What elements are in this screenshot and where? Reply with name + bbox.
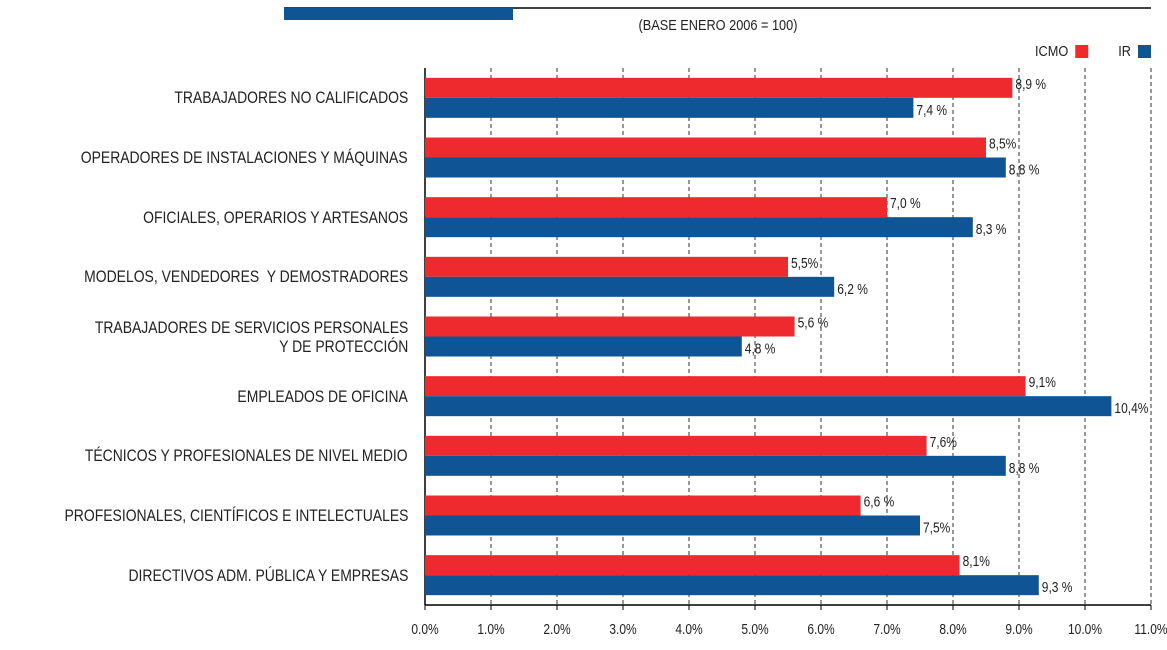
value-label: 8,3 % <box>976 221 1007 238</box>
x-tick-label: 11.0% <box>1134 621 1167 638</box>
legend-label: IR <box>1118 42 1131 59</box>
x-tick-label: 7.0% <box>873 621 900 638</box>
bar <box>425 276 835 297</box>
x-tick-label: 8.0% <box>939 621 966 638</box>
value-label: 7,5% <box>923 519 950 536</box>
bar <box>425 97 914 118</box>
value-label: 7,4 % <box>916 102 947 119</box>
y-tick-label: TRABAJADORES DE SERVICIOS PERSONALES Y D… <box>94 317 408 356</box>
value-label: 7,6% <box>930 434 957 451</box>
bar <box>425 376 1026 397</box>
value-label: 8,5% <box>989 135 1016 152</box>
x-tick-label: 1.0% <box>477 621 504 638</box>
bar <box>425 455 1006 476</box>
legend-swatch <box>1075 45 1089 58</box>
value-label: 5,5% <box>791 255 818 272</box>
value-label: 10,4% <box>1114 400 1148 417</box>
header-bar <box>284 8 513 20</box>
bar <box>425 157 1006 178</box>
bar <box>425 217 973 238</box>
y-tick-label: EMPLEADOS DE OFICINA <box>237 386 408 406</box>
x-tick-label: 6.0% <box>807 621 834 638</box>
bar <box>425 396 1112 417</box>
x-tick-label: 0.0% <box>411 621 438 638</box>
bar <box>425 316 795 337</box>
value-label: 8,1% <box>963 553 990 570</box>
y-tick-label: OPERADORES DE INSTALACIONES Y MÁQUINAS <box>81 148 408 167</box>
bar <box>425 435 927 456</box>
value-label: 9,3 % <box>1042 579 1073 596</box>
bar <box>425 256 788 277</box>
value-label: 8,8 % <box>1009 161 1040 178</box>
x-tick-label: 10.0% <box>1068 621 1102 638</box>
y-tick-label: TRABAJADORES NO CALIFICADOS <box>174 88 408 108</box>
bar <box>425 336 742 357</box>
x-tick-label: 2.0% <box>543 621 570 638</box>
bar <box>425 197 887 218</box>
y-tick-label: OFICIALES, OPERARIOS Y ARTESANOS <box>143 207 408 227</box>
bar <box>425 515 920 536</box>
x-tick-label: 3.0% <box>609 621 636 638</box>
bar <box>425 495 861 516</box>
y-tick-label: DIRECTIVOS ADM. PÚBLICA Y EMPRESAS <box>128 565 408 585</box>
x-tick-label: 5.0% <box>741 621 768 638</box>
subtitle: (BASE ENERO 2006 = 100) <box>639 16 798 33</box>
x-tick-label: 9.0% <box>1005 621 1032 638</box>
value-label: 8,8 % <box>1009 460 1040 477</box>
x-tick-label: 4.0% <box>675 621 702 638</box>
y-tick-label: PROFESIONALES, CIENTÍFICOS E INTELECTUAL… <box>64 506 408 525</box>
bar <box>425 137 986 158</box>
value-label: 6,6 % <box>864 493 895 510</box>
bar <box>425 77 1013 98</box>
value-label: 9,1% <box>1029 374 1056 391</box>
y-tick-label: TÉCNICOS Y PROFESIONALES DE NIVEL MEDIO <box>85 446 408 466</box>
legend-swatch <box>1138 45 1151 58</box>
y-tick-label: MODELOS, VENDEDORES Y DEMOSTRADORES <box>83 267 408 287</box>
value-label: 4,8 % <box>745 340 776 357</box>
value-label: 5,6 % <box>798 314 829 331</box>
value-label: 8,9 % <box>1015 76 1046 93</box>
bar <box>425 575 1039 596</box>
legend-label: ICMO <box>1035 42 1068 59</box>
value-label: 7,0 % <box>890 195 921 212</box>
value-label: 6,2 % <box>837 281 868 298</box>
bar <box>425 555 960 576</box>
